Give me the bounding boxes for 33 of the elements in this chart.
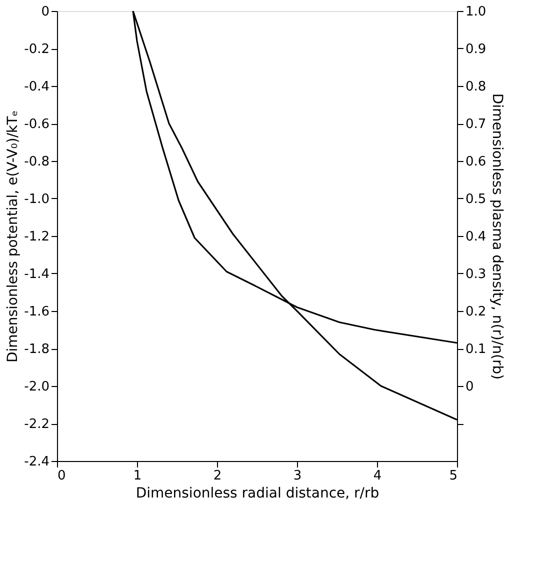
y-tick-label: -2.4 xyxy=(24,454,50,470)
y2-tick-label: 0.8 xyxy=(466,80,486,94)
y2-tick-label: 1.0 xyxy=(466,4,486,20)
y-tick-label: -1.0 xyxy=(24,192,50,207)
y2-tick-label: 0.2 xyxy=(466,304,486,320)
y-tick-label: -0.8 xyxy=(24,154,50,170)
x-tick-label: 1 xyxy=(133,468,142,484)
y2-tick-label: 0.6 xyxy=(466,154,486,170)
x-tick-label: 4 xyxy=(373,468,382,484)
y-tick-label: -2.2 xyxy=(24,417,50,432)
x-tick-label: 5 xyxy=(449,468,458,484)
y-tick-label: -1.4 xyxy=(24,267,50,282)
y2-tick-label: 0.5 xyxy=(466,192,486,207)
x-axis-title: Dimensionless radial distance, r/rb xyxy=(136,486,380,502)
y-tick-label: 0 xyxy=(41,4,50,20)
y-tick-label: -0.2 xyxy=(24,42,50,57)
y-tick-label: -0.4 xyxy=(24,80,50,94)
y2-axis-title: Dimensionless plasma density, n(r)/n(rb) xyxy=(489,93,506,380)
y-tick-label: -0.6 xyxy=(24,117,50,132)
y-tick-label: -2.0 xyxy=(24,380,50,394)
x-tick-label: 3 xyxy=(293,468,302,484)
y-tick-label: -1.2 xyxy=(24,230,50,244)
y2-tick-label: 0.1 xyxy=(466,342,486,357)
y2-tick-label: 0.3 xyxy=(466,267,486,282)
y-tick-label: -1.8 xyxy=(24,342,50,357)
y2-tick-label: 0 xyxy=(466,380,474,394)
y-tick-label: -1.6 xyxy=(24,304,50,320)
y-axis-title: Dimensionless potential, e(V-V₀)/kTₑ xyxy=(5,110,22,363)
y2-tick-label: 0.9 xyxy=(466,42,486,57)
y2-tick-label: 0.7 xyxy=(466,117,486,132)
y2-tick-label: 0.4 xyxy=(466,230,486,244)
x-tick-label: 2 xyxy=(213,468,222,484)
x-tick-label: 0 xyxy=(58,468,66,484)
